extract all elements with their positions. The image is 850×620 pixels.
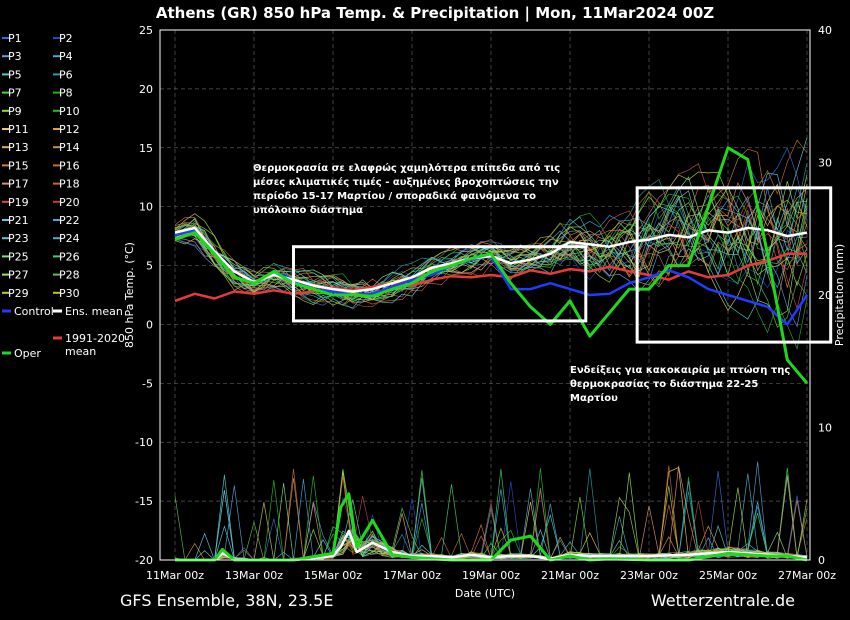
y2-axis-label: Precipitation (mm) <box>833 244 846 346</box>
legend-label: P19 <box>8 196 29 209</box>
annotation-line: υπόλοιπο διάστημα <box>253 204 363 216</box>
legend-label: P18 <box>59 178 80 191</box>
y2-tick-label: 10 <box>818 422 832 435</box>
chart-title: Athens (GR) 850 hPa Temp. & Precipitatio… <box>156 4 714 23</box>
legend-label: Control <box>14 305 54 318</box>
annotation-line: περίοδο 15-17 Μαρτίου / σποραδικά φαινόμ… <box>253 190 536 202</box>
legend-label: P27 <box>8 269 29 282</box>
legend-label: P24 <box>59 232 80 245</box>
x-tick-label: 13Mar 00z <box>225 569 283 582</box>
legend-label: P28 <box>59 269 80 282</box>
y2-tick-label: 30 <box>818 157 832 170</box>
legend-label: P29 <box>8 287 29 300</box>
legend-label: P7 <box>8 87 22 100</box>
annotations: Θερμοκρασία σε ελαφρώς χαμηλότερα επίπεδ… <box>253 162 790 404</box>
legend-label: P6 <box>59 68 73 81</box>
plot-frame <box>159 29 811 561</box>
x-tick-label: 17Mar 00z <box>383 569 441 582</box>
x-tick-label: 11Mar 00z <box>146 569 204 582</box>
y2-tick-label: 0 <box>818 554 825 567</box>
legend-label: P11 <box>8 123 29 136</box>
legend-label: P1 <box>8 32 22 45</box>
legend-label: P30 <box>59 287 80 300</box>
annotation-line: Μαρτίου <box>570 392 618 404</box>
x-tick-label: 25Mar 00z <box>699 569 757 582</box>
x-tick-label: 27Mar 00z <box>778 569 836 582</box>
legend-label: P17 <box>8 178 29 191</box>
footer-source: GFS Ensemble, 38N, 23.5E <box>120 591 333 610</box>
series-1991-2020-mean <box>174 252 807 303</box>
x-tick-label: 21Mar 00z <box>541 569 599 582</box>
member-line <box>174 199 808 306</box>
legend-label: P12 <box>59 123 80 136</box>
legend-label: 1991-2020 <box>65 332 125 345</box>
annotation-line: Θερμοκρασία σε ελαφρώς χαμηλότερα επίπεδ… <box>253 162 560 174</box>
legend-label: P9 <box>8 105 22 118</box>
member-line <box>174 147 808 310</box>
axis-ticks: 25 20 15 10 5 0 -5 -10 -15 -20 11Mar 00z 13Mar 00z 1… <box>135 24 836 582</box>
y-tick-label: 0 <box>146 318 153 331</box>
legend: P1 P2 P3 P4 P5 P6 P7 P8 P9 P10 P11 P12 P13 P14 P15 P16 P… <box>2 32 125 360</box>
y-axis-label: 850 hPa Temp. (°C) <box>123 242 136 348</box>
y-tick-label: -5 <box>142 377 153 390</box>
y2-tick-label: 20 <box>818 289 832 302</box>
legend-label: P23 <box>8 232 29 245</box>
legend-label: P13 <box>8 141 29 154</box>
legend-label: P21 <box>8 214 29 227</box>
y-tick-label: 15 <box>139 142 153 155</box>
highlight-boxes <box>292 186 833 344</box>
legend-label: Oper <box>14 347 41 360</box>
legend-label: P14 <box>59 141 80 154</box>
legend-label: P25 <box>8 250 29 263</box>
series-oper <box>174 146 809 385</box>
annotation-line: Ενδείξεις για κακοκαιρία με πτώση της <box>570 364 790 376</box>
legend-label: P4 <box>59 50 73 63</box>
highlight-box <box>292 245 588 323</box>
legend-label: P15 <box>8 159 29 172</box>
x-tick-label: 15Mar 00z <box>304 569 362 582</box>
y-tick-label: 5 <box>146 260 153 273</box>
grid <box>160 29 810 561</box>
legend-label: P5 <box>8 68 22 81</box>
legend-label: P8 <box>59 87 73 100</box>
y-tick-label: 25 <box>139 24 153 37</box>
y-tick-label: 20 <box>139 83 153 96</box>
legend-label: Ens. mean <box>65 305 123 318</box>
legend-label: P20 <box>59 196 80 209</box>
member-line <box>174 148 808 299</box>
x-axis-label: Date (UTC) <box>455 587 515 600</box>
legend-label: P3 <box>8 50 22 63</box>
x-tick-label: 19Mar 00z <box>462 569 520 582</box>
y-tick-label: -10 <box>135 436 153 449</box>
member-line <box>174 204 808 298</box>
annotation-line: θερμοκρασίας το διάστημα 22-25 <box>570 378 758 390</box>
legend-label: P22 <box>59 214 80 227</box>
legend-label: mean <box>65 345 96 358</box>
y-tick-label: 10 <box>139 201 153 214</box>
legend-label: P2 <box>59 32 73 45</box>
y2-tick-label: 40 <box>818 24 832 37</box>
x-tick-label: 23Mar 00z <box>620 569 678 582</box>
y-tick-label: -20 <box>135 554 153 567</box>
highlight-box <box>635 186 833 344</box>
legend-label: P16 <box>59 159 80 172</box>
y-tick-label: -15 <box>135 495 153 508</box>
legend-label: P26 <box>59 250 80 263</box>
footer-site: Wetterzentrale.de <box>651 591 795 610</box>
legend-label: P10 <box>59 105 80 118</box>
annotation-line: μέσες κλιματικές τιμές - αυξημένες βροχο… <box>253 176 559 188</box>
member-line <box>174 191 808 289</box>
